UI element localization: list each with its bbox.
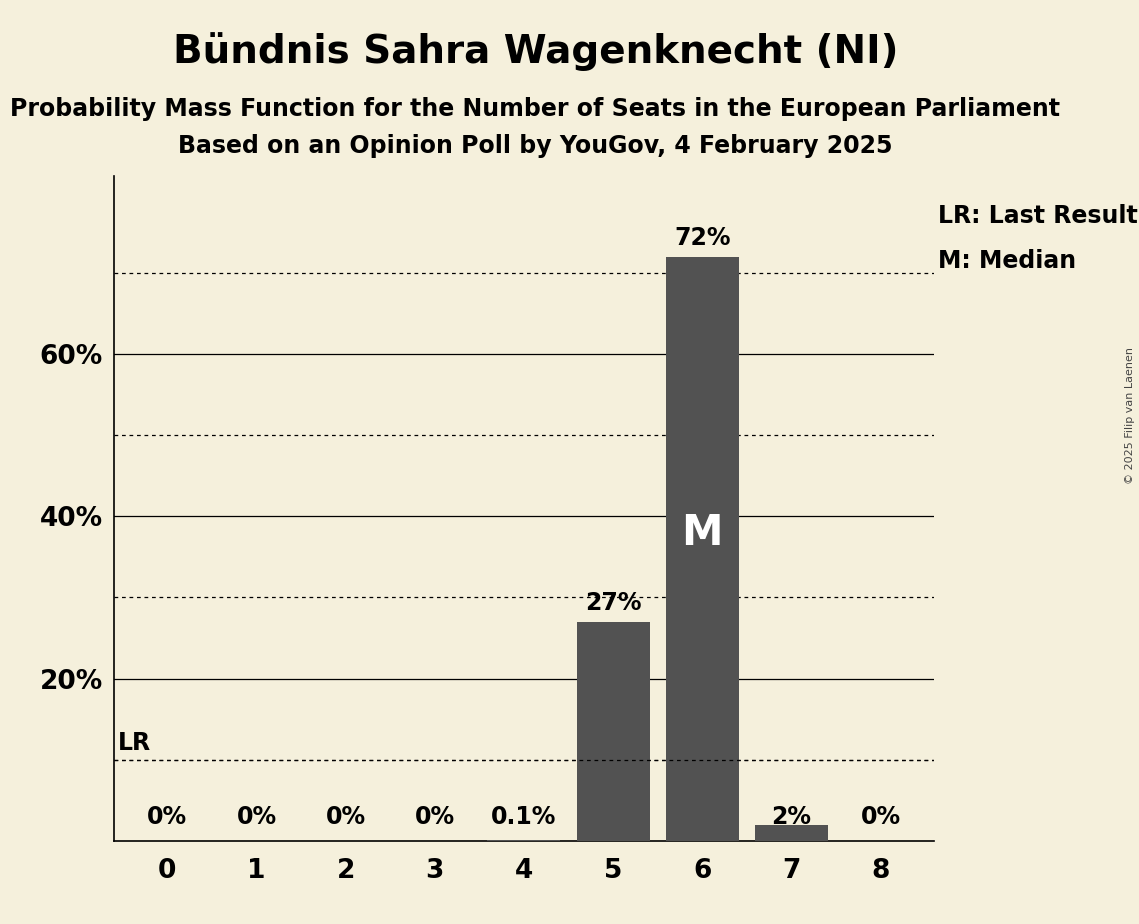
Bar [576, 622, 649, 841]
Text: 2%: 2% [771, 805, 811, 829]
Text: 0%: 0% [415, 805, 454, 829]
Text: Probability Mass Function for the Number of Seats in the European Parliament: Probability Mass Function for the Number… [10, 97, 1060, 121]
Bar [665, 257, 739, 841]
Bar [755, 824, 828, 841]
Text: 27%: 27% [584, 591, 641, 615]
Text: 0%: 0% [147, 805, 188, 829]
Text: 0.1%: 0.1% [491, 805, 557, 829]
Text: M: Median: M: Median [939, 249, 1076, 273]
Text: 72%: 72% [674, 226, 730, 250]
Text: LR: LR [118, 731, 151, 755]
Text: Based on an Opinion Poll by YouGov, 4 February 2025: Based on an Opinion Poll by YouGov, 4 Fe… [178, 134, 893, 158]
Text: © 2025 Filip van Laenen: © 2025 Filip van Laenen [1125, 347, 1134, 484]
Text: Bündnis Sahra Wagenknecht (NI): Bündnis Sahra Wagenknecht (NI) [173, 32, 898, 71]
Text: 0%: 0% [860, 805, 901, 829]
Text: 0%: 0% [237, 805, 277, 829]
Text: 0%: 0% [326, 805, 366, 829]
Text: M: M [681, 512, 723, 553]
Text: LR: Last Result: LR: Last Result [939, 204, 1138, 228]
